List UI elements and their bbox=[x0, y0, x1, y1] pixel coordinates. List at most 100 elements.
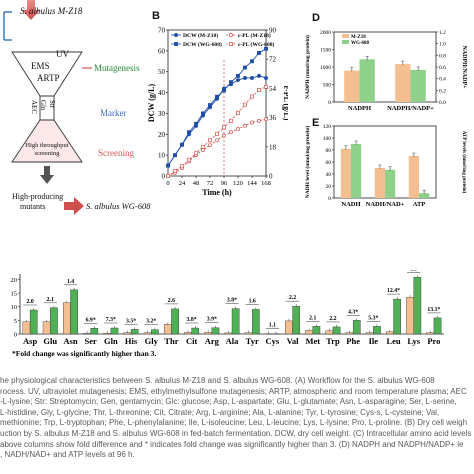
x-category-label: Met bbox=[305, 336, 320, 346]
marker-aec: AEC bbox=[30, 100, 38, 114]
x-category-label: NADH bbox=[341, 201, 360, 208]
data-point bbox=[187, 157, 191, 162]
bar bbox=[163, 324, 172, 335]
x-axis-label: Time (h) bbox=[202, 188, 232, 197]
bar bbox=[130, 329, 139, 335]
data-point bbox=[229, 130, 233, 135]
y-tick-label: 40 bbox=[158, 89, 166, 97]
bar bbox=[332, 326, 341, 335]
x-tick-label: 96 bbox=[221, 180, 228, 187]
fold-label: 2.2 bbox=[289, 295, 296, 301]
strain-end-label: S. albulus WG-608 bbox=[86, 201, 151, 211]
y2-tick-label: 0.6 bbox=[439, 65, 446, 71]
x-category-label: Arg bbox=[205, 336, 220, 346]
bar bbox=[312, 326, 321, 335]
data-point bbox=[201, 111, 205, 116]
bar bbox=[123, 332, 132, 335]
y-tick-label: 60 bbox=[158, 47, 166, 55]
data-point bbox=[201, 148, 205, 152]
bar bbox=[433, 317, 442, 335]
data-point bbox=[250, 94, 254, 99]
data-point bbox=[243, 123, 247, 128]
bar bbox=[408, 156, 419, 198]
screening-text-1: High throughput bbox=[25, 142, 69, 149]
bar bbox=[251, 309, 260, 335]
method-artp: ARTP bbox=[37, 73, 60, 83]
y2-tick-label: 72 bbox=[269, 56, 277, 64]
stage-mutagenesis: Mutagenesis bbox=[94, 63, 140, 73]
y-axis-label: NADPH (nmol/mg protein) bbox=[304, 35, 311, 99]
y2-tick-label: 36 bbox=[269, 114, 277, 122]
fold-label: 2.2 bbox=[329, 316, 336, 322]
bar bbox=[426, 332, 435, 335]
data-point bbox=[208, 103, 212, 108]
x-category-label: Gly bbox=[145, 336, 159, 346]
bar bbox=[244, 332, 253, 335]
data-point bbox=[201, 144, 205, 149]
bar bbox=[285, 320, 293, 335]
data-point bbox=[208, 138, 212, 143]
y2-axis-label: NADPH/NADP+ bbox=[461, 45, 467, 89]
y-axis-label: NADH level (nmol/mg protein) bbox=[304, 126, 311, 199]
data-point bbox=[180, 142, 184, 147]
y2-tick-label: 90 bbox=[269, 27, 277, 35]
bar bbox=[406, 296, 414, 335]
bar bbox=[50, 307, 58, 335]
data-point bbox=[236, 73, 240, 78]
data-point bbox=[264, 46, 268, 51]
y-tick-label: 0 bbox=[328, 196, 331, 202]
caption-line: -L-lysine; Str: Streptomycin; Gen, genta… bbox=[0, 397, 457, 407]
bar bbox=[325, 330, 334, 335]
bar bbox=[374, 168, 385, 198]
data-point bbox=[236, 127, 240, 131]
y-tick-label: 2000 bbox=[320, 30, 331, 36]
y2-tick-label: 18 bbox=[269, 143, 277, 151]
legend-label: WG-608 bbox=[351, 41, 370, 46]
legend-swatch-marker bbox=[174, 33, 178, 37]
strain-start-label: S. albulus M-Z18 bbox=[20, 6, 83, 16]
x-category-label: Ile bbox=[369, 336, 379, 346]
marker-str: Str bbox=[48, 100, 56, 109]
panel-d-label: D bbox=[312, 12, 320, 24]
data-point bbox=[215, 94, 219, 99]
fold-label: 2.1 bbox=[309, 315, 316, 321]
caption-line: uction by S. albulus M-Z18 and S. albulu… bbox=[0, 428, 472, 438]
x-category-label: Cys bbox=[266, 336, 280, 346]
data-point bbox=[243, 76, 247, 80]
panel-c-chart: 0 5 10 15 20 2.0 Asp 2.1 Glu 1.4 Asn 6.9* Ser 7.3* Gln… bbox=[11, 270, 444, 358]
legend-label: DCW (WG-608) bbox=[183, 41, 222, 48]
y-tick-label: 15 bbox=[11, 291, 18, 298]
arrow-down-icon bbox=[40, 166, 54, 184]
fold-label: 2.6 bbox=[168, 298, 175, 304]
method-ems: EMS bbox=[31, 61, 50, 71]
bar bbox=[410, 69, 426, 102]
y2-tick-label: 1.0 bbox=[439, 42, 446, 48]
y2-axis-label: ε-PL (g/L) bbox=[282, 86, 288, 121]
data-point bbox=[236, 78, 240, 83]
y2-tick-label: 1.2 bbox=[439, 30, 446, 36]
data-point bbox=[229, 80, 233, 85]
x-category-label: Ser bbox=[85, 336, 98, 346]
fold-label: 3.8* bbox=[187, 317, 197, 323]
y-tick-label: 60 bbox=[326, 160, 332, 166]
y-tick-label: 30 bbox=[158, 110, 166, 118]
x-category-label: Cit bbox=[186, 336, 198, 346]
data-point bbox=[208, 143, 212, 148]
bar bbox=[395, 64, 411, 102]
y-tick-label: 20 bbox=[158, 131, 166, 139]
data-point bbox=[173, 153, 177, 158]
data-point bbox=[229, 118, 233, 123]
x-tick-label: 72 bbox=[207, 180, 214, 187]
legend-label: M-Z18 bbox=[351, 35, 366, 40]
panel-d-chart: 0 500 1000 1500 2000 0.0 0.2 0.4 0.6 0.8 1.0 1.2 NAD… bbox=[304, 30, 467, 112]
data-point bbox=[257, 50, 261, 55]
x-category-label: Thr bbox=[164, 336, 178, 346]
caption-line: methionine; Trp, L-tryptophan; Phe, L-ph… bbox=[0, 418, 468, 428]
fold-label: 1.1 bbox=[269, 323, 276, 329]
fold-label: 3.8* bbox=[227, 298, 237, 304]
y2-tick-label: 0.2 bbox=[439, 88, 446, 94]
fold-label: 2.0 bbox=[26, 299, 33, 305]
x-tick-label: 144 bbox=[247, 180, 258, 187]
bar bbox=[305, 330, 313, 335]
x-category-label: His bbox=[125, 336, 138, 346]
